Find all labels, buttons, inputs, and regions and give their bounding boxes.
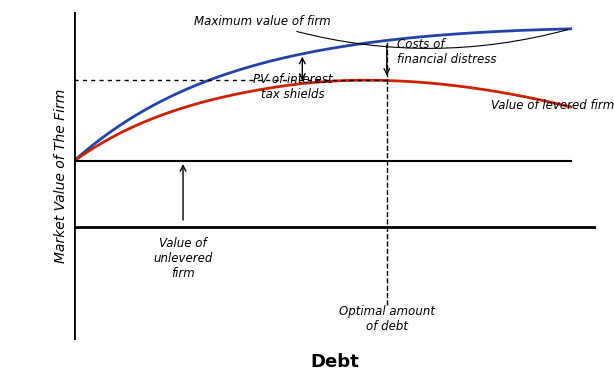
Text: Value of
unlevered
firm: Value of unlevered firm <box>154 237 212 280</box>
Y-axis label: Market Value of The Firm: Market Value of The Firm <box>54 88 68 263</box>
Text: Value of levered firm: Value of levered firm <box>491 99 614 112</box>
Text: Optimal amount
of debt: Optimal amount of debt <box>339 305 435 333</box>
Text: Costs of
financial distress: Costs of financial distress <box>397 38 496 66</box>
X-axis label: Debt: Debt <box>310 353 359 371</box>
Text: PV of interest
tax shields: PV of interest tax shields <box>252 73 332 101</box>
Text: Maximum value of firm: Maximum value of firm <box>194 15 568 48</box>
